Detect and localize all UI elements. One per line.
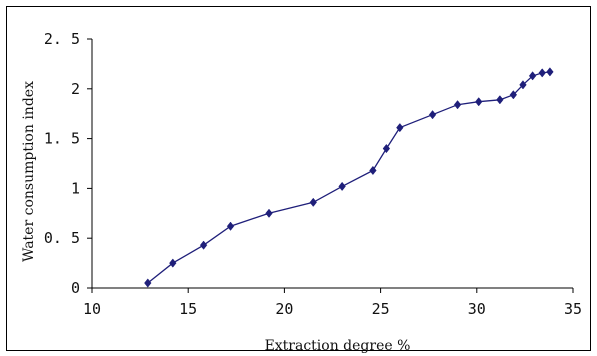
data-point-marker [226, 221, 235, 231]
series-line [147, 71, 550, 284]
data-point-marker [144, 278, 152, 288]
data-point-marker [169, 258, 177, 268]
data-point-marker [453, 100, 462, 110]
y-tick-label: 1. 5 [44, 130, 80, 148]
y-tick-label: 0. 5 [44, 229, 80, 247]
chart-frame [6, 6, 591, 351]
data-point-marker [509, 90, 518, 100]
data-point-marker [382, 143, 391, 154]
series-layer [144, 67, 554, 288]
data-point-marker [475, 97, 483, 107]
data-point-marker [309, 197, 317, 207]
y-tick-label: 1 [71, 179, 80, 197]
data-point-marker [338, 181, 346, 192]
data-point-marker [396, 123, 404, 133]
y-tick-label: 0 [71, 279, 80, 297]
x-tick-label: 35 [564, 300, 582, 318]
x-axis-title: Extraction degree % [265, 338, 411, 354]
data-point-marker [546, 67, 554, 77]
x-tick-label: 20 [275, 300, 293, 318]
y-axis-title: Water consumption index [21, 81, 37, 262]
axes-layer: 10 15 20 25 30 35 0 0. 5 1 1. 5 2 2. 5 [44, 30, 582, 318]
data-point-marker [496, 95, 504, 105]
data-point-marker [199, 240, 208, 250]
data-point-marker [369, 165, 377, 176]
y-tick-label: 2. 5 [44, 30, 80, 48]
data-point-marker [528, 71, 537, 81]
x-tick-label: 15 [179, 300, 197, 318]
x-tick-label: 30 [468, 300, 486, 318]
data-point-marker [538, 68, 546, 78]
data-point-marker [265, 208, 273, 218]
x-tick-label: 10 [83, 300, 101, 318]
data-point-marker [428, 110, 437, 120]
data-point-marker [519, 80, 527, 90]
y-tick-label: 2 [71, 80, 80, 98]
x-tick-label: 25 [372, 300, 390, 318]
